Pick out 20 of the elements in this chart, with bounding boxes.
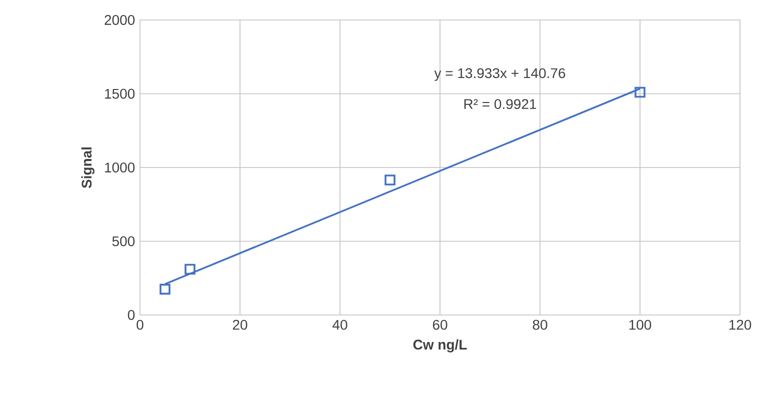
annotation: y = 13.933x + 140.76 — [434, 68, 566, 81]
point — [384, 174, 396, 186]
point — [184, 264, 196, 275]
x-tick-label: 100 — [629, 320, 652, 330]
y-tick-label: 1000 — [105, 162, 135, 172]
x-tick-label: 20 — [232, 320, 248, 330]
y-tick-label: 0 — [128, 310, 135, 320]
x-tick-label: 60 — [432, 320, 448, 330]
point — [160, 284, 170, 295]
x-tick-label: 80 — [532, 320, 548, 330]
x-tick-label: 0 — [136, 320, 144, 330]
y-tick-label: 2000 — [104, 15, 135, 25]
x-tick-label: 120 — [729, 320, 752, 330]
annotation: R² = 0.9921 — [464, 99, 536, 110]
x-axis-title: Cw ng/L — [413, 339, 467, 352]
point — [634, 86, 646, 98]
y-axis-title: Signal — [81, 147, 94, 188]
x-tick-label: 40 — [332, 320, 348, 330]
y-tick-label: 500 — [112, 236, 135, 246]
y-tick-label: 1500 — [105, 88, 135, 99]
